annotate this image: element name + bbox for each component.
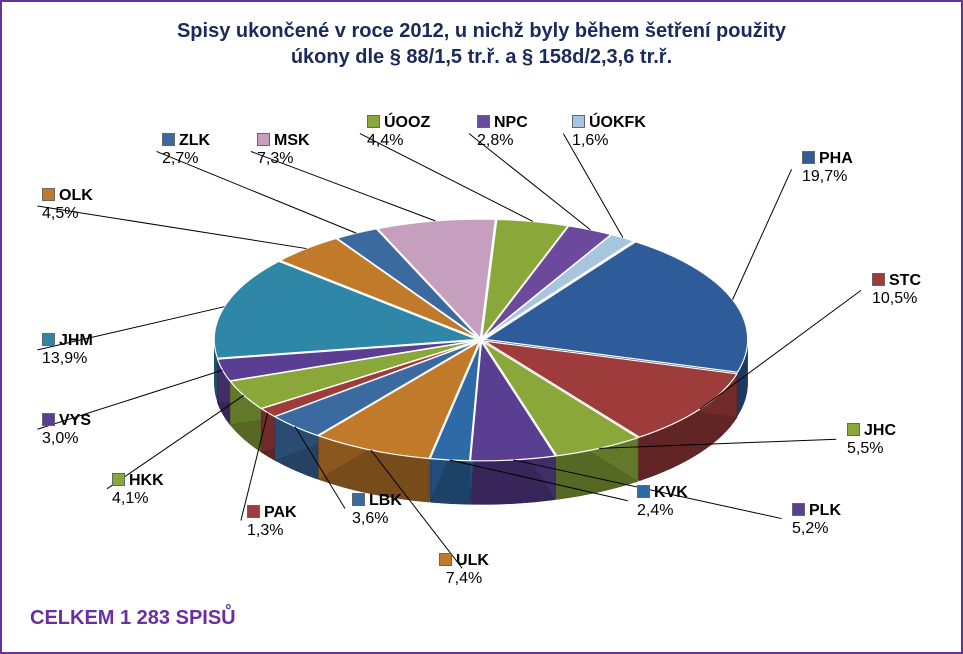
legend-swatch — [42, 333, 55, 346]
slice-label: ULK7,4% — [439, 552, 489, 589]
legend-swatch — [257, 133, 270, 146]
slice-label: JHM13,9% — [42, 332, 93, 369]
legend-swatch — [477, 115, 490, 128]
slice-label: NPC2,8% — [477, 114, 528, 151]
slice-label: ZLK2,7% — [162, 132, 210, 169]
slice-label: OLK4,5% — [42, 187, 93, 224]
leader-line — [733, 169, 792, 299]
slice-pct: 4,4% — [367, 132, 403, 149]
slice-pct: 3,0% — [42, 430, 78, 447]
legend-swatch — [112, 473, 125, 486]
slice-name: MSK — [274, 132, 310, 149]
legend-swatch — [637, 485, 650, 498]
slice-pct: 13,9% — [42, 350, 87, 367]
slice-label: STC10,5% — [872, 272, 921, 309]
slice-label: ÚOKFK1,6% — [572, 114, 646, 151]
legend-swatch — [352, 493, 365, 506]
slice-name: KVK — [654, 484, 688, 501]
slice-label: PHA19,7% — [802, 150, 853, 187]
legend-swatch — [42, 413, 55, 426]
slice-pct: 4,1% — [112, 490, 148, 507]
legend-swatch — [367, 115, 380, 128]
legend-swatch — [847, 423, 860, 436]
slice-name: HKK — [129, 472, 164, 489]
slice-pct: 2,8% — [477, 132, 513, 149]
slice-name: STC — [889, 272, 921, 289]
chart-frame: Spisy ukončené v roce 2012, u nichž byly… — [0, 0, 963, 654]
slice-pct: 1,6% — [572, 132, 608, 149]
slice-name: OLK — [59, 187, 93, 204]
slice-name: JHM — [59, 332, 93, 349]
slice-name: PLK — [809, 502, 841, 519]
slice-name: JHC — [864, 422, 896, 439]
slice-label: LBK3,6% — [352, 492, 402, 529]
legend-swatch — [572, 115, 585, 128]
slice-label: JHC5,5% — [847, 422, 896, 459]
total-label: CELKEM 1 283 SPISŮ — [30, 607, 236, 630]
slice-pct: 4,5% — [42, 205, 78, 222]
slice-name: ÚOKFK — [589, 114, 646, 131]
slice-label: ÚOOZ4,4% — [367, 114, 430, 151]
slice-pct: 19,7% — [802, 168, 847, 185]
legend-swatch — [439, 553, 452, 566]
title-line-2: úkony dle § 88/1,5 tr.ř. a § 158d/2,3,6 … — [291, 46, 672, 68]
slice-name: ULK — [456, 552, 489, 569]
slice-label: KVK2,4% — [637, 484, 688, 521]
slice-pct: 5,2% — [792, 520, 828, 537]
slice-name: PAK — [264, 504, 297, 521]
slice-pct: 2,7% — [162, 150, 198, 167]
slice-label: PLK5,2% — [792, 502, 841, 539]
slice-label: PAK1,3% — [247, 504, 297, 541]
slice-pct: 2,4% — [637, 502, 673, 519]
slice-name: NPC — [494, 114, 528, 131]
title-line-1: Spisy ukončené v roce 2012, u nichž byly… — [177, 20, 786, 42]
chart-title: Spisy ukončené v roce 2012, u nichž byly… — [2, 18, 961, 70]
legend-swatch — [872, 273, 885, 286]
legend-swatch — [247, 505, 260, 518]
legend-swatch — [802, 151, 815, 164]
slice-name: ZLK — [179, 132, 210, 149]
slice-pct: 1,3% — [247, 522, 283, 539]
slice-pct: 7,4% — [446, 570, 482, 587]
slice-label: HKK4,1% — [112, 472, 164, 509]
slice-name: VYS — [59, 412, 91, 429]
slice-pct: 3,6% — [352, 510, 388, 527]
slice-label: MSK7,3% — [257, 132, 310, 169]
slice-label: VYS3,0% — [42, 412, 91, 449]
legend-swatch — [792, 503, 805, 516]
legend-swatch — [42, 188, 55, 201]
slice-name: LBK — [369, 492, 402, 509]
slice-name: PHA — [819, 150, 853, 167]
slice-pct: 5,5% — [847, 440, 883, 457]
slice-name: ÚOOZ — [384, 114, 430, 131]
slice-pct: 10,5% — [872, 290, 917, 307]
legend-swatch — [162, 133, 175, 146]
slice-pct: 7,3% — [257, 150, 293, 167]
